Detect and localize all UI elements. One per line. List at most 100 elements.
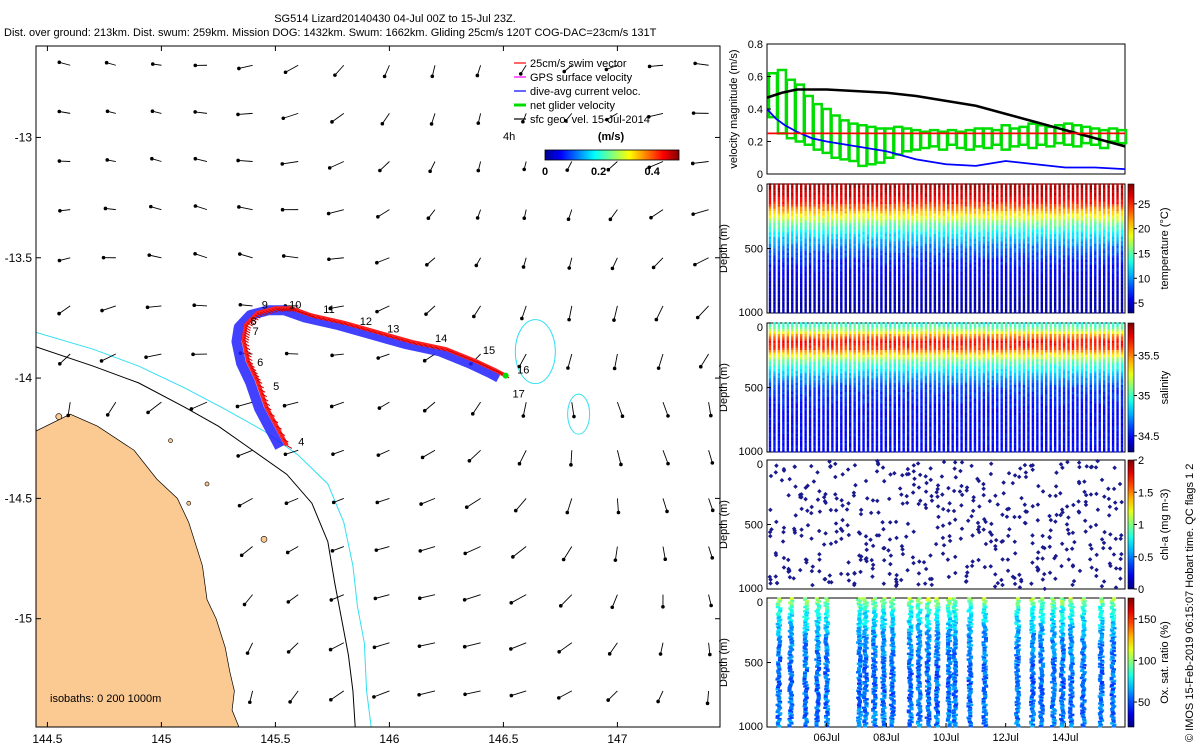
data-point [1067, 194, 1070, 198]
data-point [1018, 246, 1021, 249]
data-point [911, 246, 914, 249]
data-point [782, 206, 785, 209]
data-point [1018, 234, 1021, 237]
current-arrow [285, 449, 299, 455]
data-point [773, 239, 776, 242]
data-point [902, 204, 905, 207]
data-point [1067, 257, 1070, 261]
current-arrowhead [372, 645, 377, 650]
data-point [929, 194, 932, 198]
data-point [862, 306, 865, 309]
data-point [786, 287, 790, 291]
data-point [880, 308, 883, 312]
data-point [791, 232, 794, 235]
data-point [929, 271, 932, 274]
data-point [906, 262, 910, 265]
data-point [1076, 187, 1079, 191]
data-point [920, 234, 923, 237]
data-point [1045, 187, 1048, 191]
data-point [982, 204, 986, 207]
data-point [955, 252, 959, 256]
data-point [973, 250, 977, 254]
data-point [991, 304, 994, 307]
data-point [826, 232, 830, 235]
data-point [947, 276, 950, 279]
data-point [853, 201, 856, 205]
data-point [857, 194, 861, 198]
data-point [835, 201, 839, 205]
data-point [1022, 297, 1026, 300]
data-point [1067, 185, 1070, 189]
data-point [880, 262, 883, 265]
data-point [1036, 290, 1039, 293]
data-point [1022, 197, 1026, 200]
data-point [822, 280, 825, 284]
data-point [782, 218, 785, 221]
data-point [826, 194, 830, 198]
data-point [1049, 252, 1052, 256]
data-point [817, 190, 821, 193]
data-point [777, 252, 781, 256]
data-point [866, 220, 870, 223]
data-point [947, 271, 950, 274]
data-point [782, 190, 785, 193]
data-point [920, 292, 923, 295]
current-arrowhead [417, 692, 421, 697]
data-point [1013, 250, 1017, 254]
data-point [1071, 236, 1075, 240]
data-point [866, 225, 870, 228]
data-point [884, 301, 888, 305]
data-point [915, 225, 919, 228]
data-point [889, 190, 892, 193]
data-point [777, 285, 781, 288]
data-point [857, 278, 861, 281]
data-point [893, 273, 896, 277]
data-point [906, 211, 910, 214]
data-point [773, 259, 776, 263]
data-point [862, 229, 865, 233]
data-point [969, 248, 972, 251]
data-point [826, 211, 830, 214]
data-point [915, 273, 919, 277]
data-point [1009, 287, 1012, 291]
data-point [1111, 192, 1115, 196]
data-point [978, 294, 981, 298]
data-point [1022, 262, 1026, 265]
current-arrow [59, 111, 71, 114]
data-point [866, 294, 870, 298]
data-point [1036, 306, 1039, 309]
current-arrow [464, 690, 481, 695]
data-point [1036, 264, 1039, 267]
data-point [831, 292, 834, 295]
data-point [1058, 269, 1061, 272]
data-point [822, 262, 825, 265]
data-point [1049, 211, 1052, 214]
data-point [1111, 290, 1115, 293]
data-point [929, 308, 932, 312]
data-point [880, 185, 883, 189]
data-point [1094, 227, 1097, 230]
data-point [849, 211, 852, 214]
data-point [1027, 271, 1030, 274]
data-point [951, 273, 954, 277]
data-point [929, 301, 932, 305]
data-point [795, 208, 798, 212]
data-point [840, 297, 843, 300]
data-point [1053, 311, 1057, 314]
data-point [1089, 215, 1093, 219]
data-point [822, 290, 825, 293]
data-point [1053, 187, 1057, 191]
data-point [982, 192, 986, 196]
data-point [1089, 250, 1093, 254]
data-point [853, 285, 856, 288]
data-point [955, 185, 959, 189]
data-point [915, 290, 919, 293]
data-point [1058, 183, 1061, 186]
data-point [768, 292, 772, 295]
data-point [996, 225, 999, 228]
data-point [777, 243, 781, 247]
data-point [889, 241, 892, 244]
data-point [1045, 185, 1048, 189]
data-point [1098, 248, 1101, 251]
